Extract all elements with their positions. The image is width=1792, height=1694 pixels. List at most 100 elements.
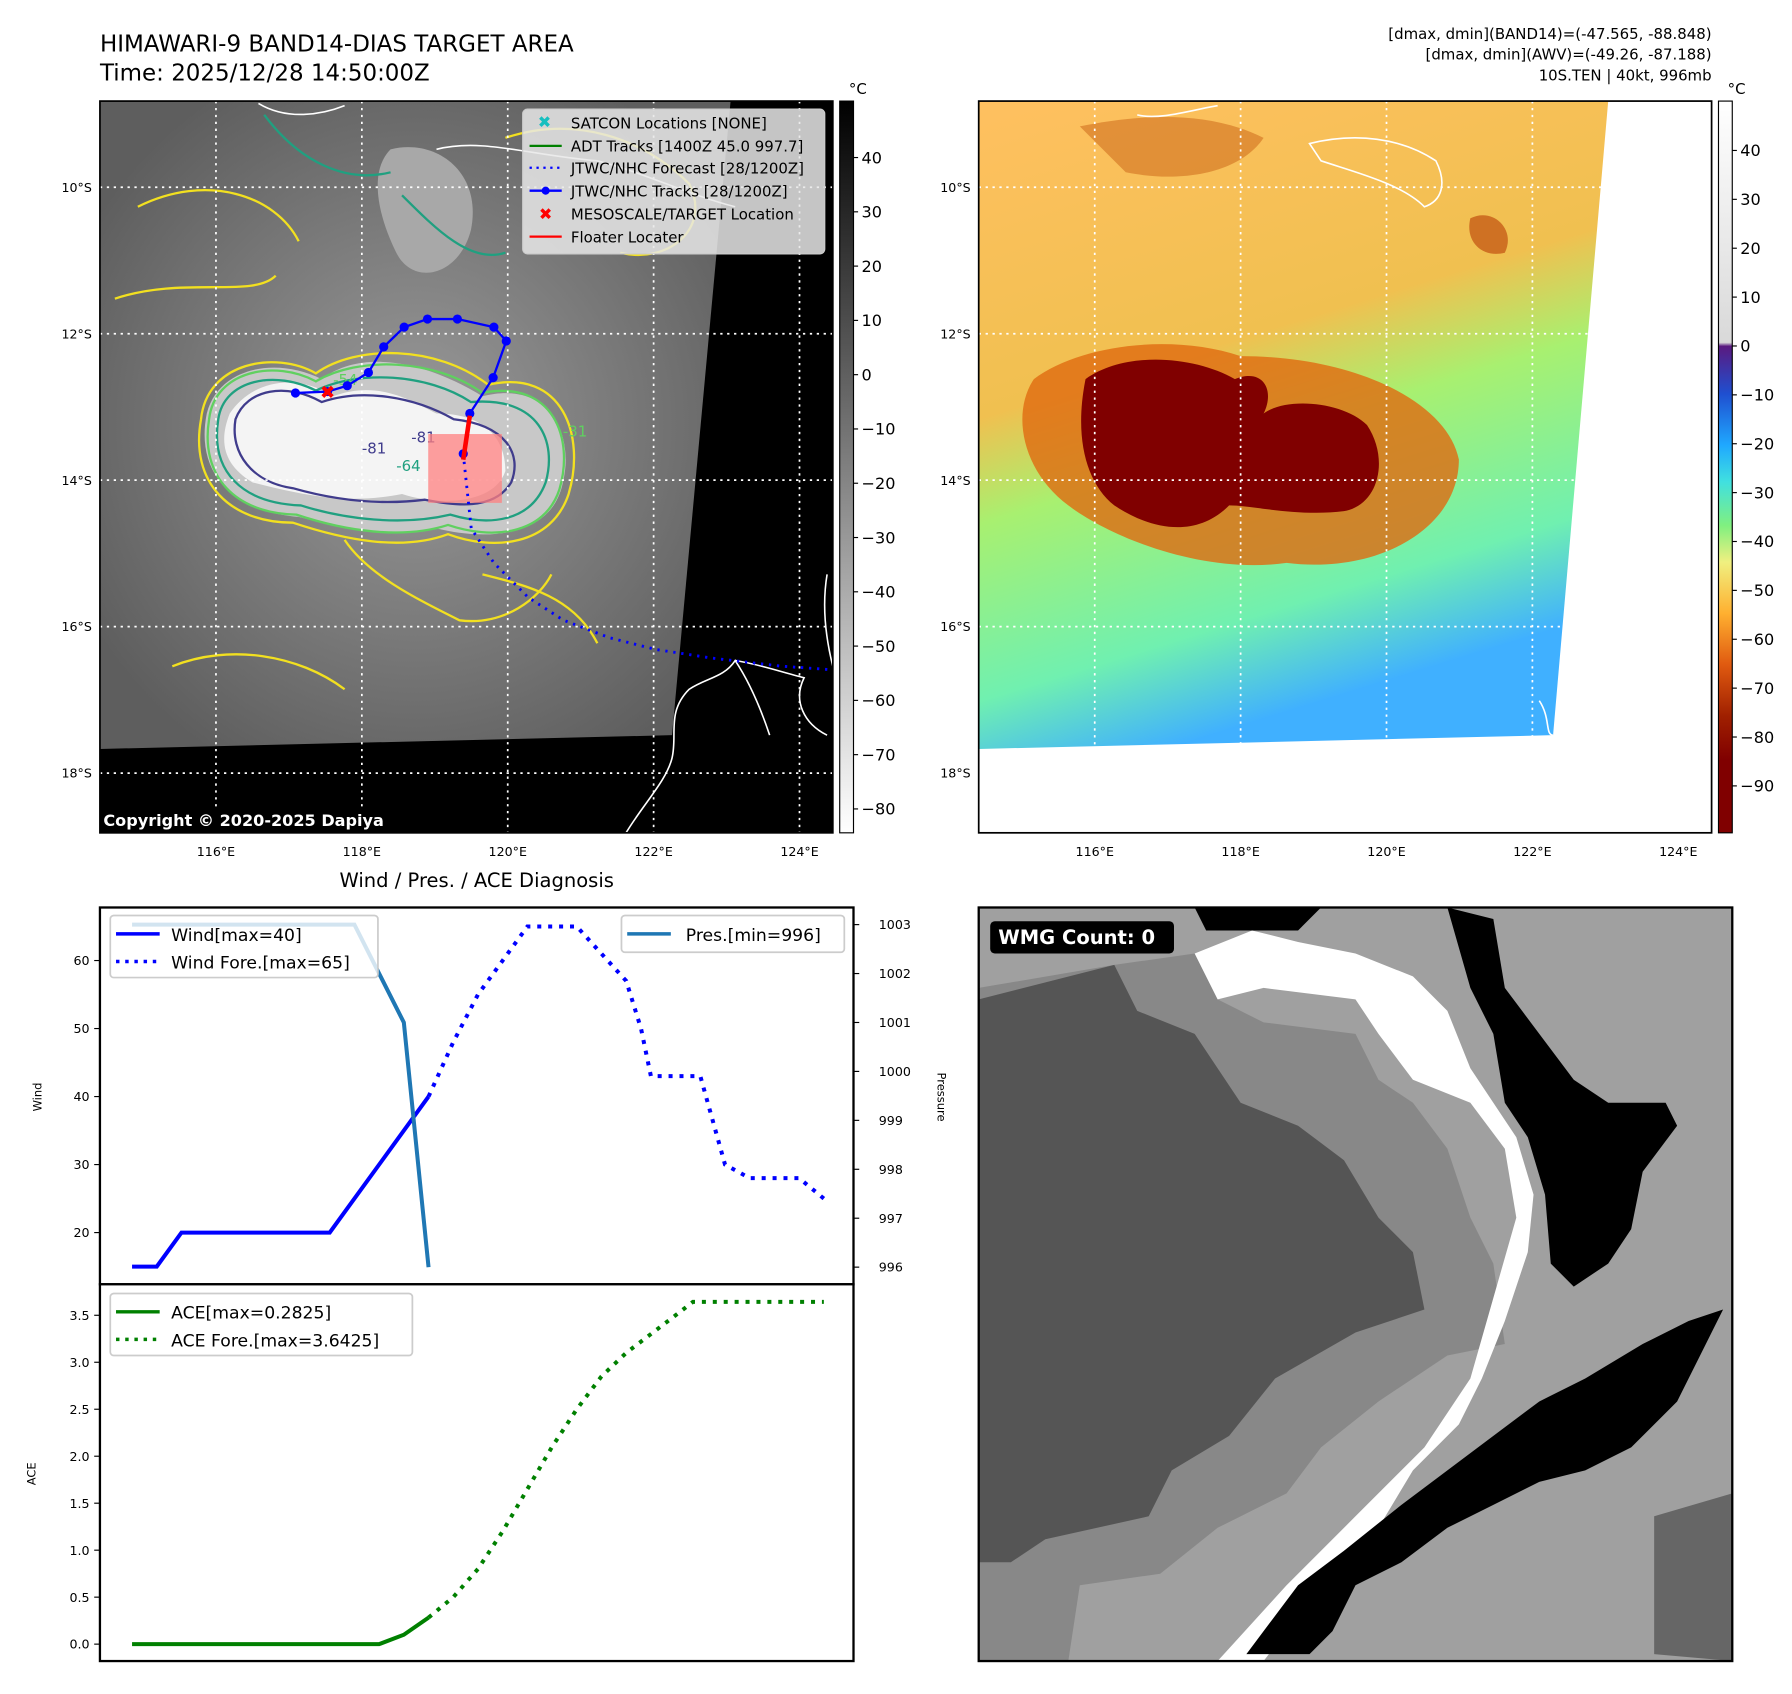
colorbar-tick-label: −40 — [1740, 532, 1774, 551]
colorbar-tick-label: −10 — [862, 420, 896, 439]
lon-label: 120°E — [1367, 844, 1405, 859]
lat-label: 14°S — [61, 473, 91, 488]
lat-label: 18°S — [61, 766, 91, 781]
wmg-count: WMG Count: 0 — [998, 926, 1155, 949]
y-tick-label: 20 — [74, 1225, 90, 1240]
y-right-tick-label: 1002 — [879, 966, 911, 981]
y-tick-label: 60 — [74, 953, 90, 968]
colorbar-tick-label: −90 — [1740, 777, 1774, 796]
colorbar-tick-label: 30 — [1740, 190, 1760, 209]
lon-label: 124°E — [780, 844, 818, 859]
y-right-tick-label: 998 — [879, 1162, 903, 1177]
colorbar-tick-label: 30 — [862, 203, 882, 222]
y-right-tick-label: 996 — [879, 1260, 903, 1275]
track-dot-icon — [541, 186, 550, 195]
ace-legend: ACE[max=0.2825] ACE Fore.[max=3.6425] — [109, 1292, 414, 1357]
wmg-black-top — [1194, 907, 1322, 931]
satcon-x-icon: ✖ — [538, 113, 551, 132]
colorbar-tick-label: −60 — [1740, 630, 1774, 649]
awv-stats: [dmax, dmin](AWV)=(-49.26, -87.188) — [1426, 46, 1712, 64]
lat-label: 12°S — [61, 326, 91, 341]
track-point — [363, 367, 374, 378]
lon-label: 116°E — [1076, 844, 1114, 859]
colorbar-tick-label: 20 — [862, 257, 882, 276]
floater-locater — [460, 415, 473, 460]
colorbar-tick-label: −50 — [862, 637, 896, 656]
lon-label: 116°E — [197, 844, 235, 859]
colorbar-tick-label: −20 — [862, 474, 896, 493]
target-x-icon: ✖ — [539, 204, 552, 223]
colorbar-tick-label: 20 — [1740, 239, 1760, 258]
wmg-black-band-lower — [1246, 1309, 1724, 1655]
colorbar-tick-label: −10 — [1740, 386, 1774, 405]
y-right-tick-label: 997 — [879, 1211, 903, 1226]
ace-chart-series — [132, 1299, 824, 1647]
contour-label: -64 — [396, 457, 420, 475]
colorbar-tick-label: −80 — [1740, 728, 1774, 747]
contour-label: -81 — [362, 440, 386, 458]
y-tick-label: 0.5 — [70, 1590, 90, 1605]
ir-map-frame — [99, 100, 834, 834]
colorbar-tick-label: −40 — [862, 583, 896, 602]
colorbar-tick-label: −70 — [1740, 679, 1774, 698]
legend-label: Wind[max=40] — [171, 926, 302, 946]
y-right-tick-label: 999 — [879, 1113, 903, 1128]
y-tick-label: 2.0 — [70, 1449, 90, 1464]
y-right-tick-label: 1001 — [879, 1015, 911, 1030]
target-x-icon: ✖ — [320, 382, 335, 403]
colorbar-tick-label: 0 — [862, 365, 872, 384]
wmg-dark-region — [978, 964, 1425, 1563]
colorbar-tick-label: −20 — [1740, 434, 1774, 453]
contour-label: -31 — [563, 423, 587, 441]
track-point — [488, 373, 498, 383]
colorbar-tick-label: 40 — [862, 148, 882, 167]
colorbar-tick-label: −30 — [862, 528, 896, 547]
colorbar-tick-label: −60 — [862, 691, 896, 710]
lat-label: 10°S — [940, 180, 970, 195]
lon-label: 122°E — [1513, 844, 1551, 859]
lon-label: 118°E — [343, 844, 381, 859]
color-colorbar-ticks: 40 30 20 10 0 −10 −20 −30 −40 −50 −60 −70 −80 −90 — [1732, 141, 1774, 796]
storm-info: 10S.TEN | 40kt, 996mb — [1539, 66, 1712, 84]
legend-label: JTWC/NHC Tracks [28/1200Z] — [570, 182, 788, 200]
lon-label: 120°E — [489, 844, 527, 859]
copyright: Copyright © 2020-2025 Dapiya — [103, 811, 384, 830]
colorbar-tick-label: −30 — [1740, 483, 1774, 502]
lat-label: 10°S — [61, 180, 91, 195]
lon-label: 122°E — [634, 844, 672, 859]
pressure-axis-label: Pressure — [934, 1073, 948, 1122]
lon-label: 118°E — [1221, 844, 1259, 859]
track-point — [422, 314, 433, 324]
legend-label: Floater Locater — [571, 228, 684, 246]
gray-colorbar-ticks: 40 30 20 10 0 −10 −20 −30 −40 −50 −60 −70 −80 — [853, 148, 896, 819]
jtwc-forecast-track — [461, 453, 833, 672]
jtwc-track-points — [290, 314, 511, 459]
y-tick-label: 3.5 — [70, 1308, 90, 1323]
wmg-panel: WMG Count: 0 — [977, 906, 1734, 1663]
track-point — [379, 342, 389, 352]
ace-chart-ticks: 0.0 0.5 1.0 1.5 2.0 2.5 3.0 3.5 — [70, 1308, 100, 1652]
y-tick-label: 30 — [74, 1157, 90, 1172]
wind-legend: Wind[max=40] Wind Fore.[max=65] Pres.[mi… — [109, 914, 846, 979]
color-ir-map-panel — [978, 101, 1712, 833]
colorbar-tick-label: 40 — [1740, 141, 1760, 160]
legend-label: MESOSCALE/TARGET Location — [571, 205, 794, 223]
track-point — [501, 336, 511, 346]
lat-label: 12°S — [940, 326, 970, 341]
gray-colorbar — [839, 100, 855, 834]
target-location-marker: ✖ — [320, 382, 335, 403]
legend-label: Wind Fore.[max=65] — [171, 953, 350, 973]
wmg-dark-patch — [1654, 1493, 1733, 1662]
gray-colorbar-unit: °C — [849, 80, 867, 98]
lat-label: 14°S — [940, 473, 970, 488]
wmg-black-band — [1447, 907, 1678, 1287]
legend-label: Pres.[min=996] — [686, 926, 821, 946]
wind-axis-label: Wind — [30, 1083, 44, 1112]
figure-time: Time: 2025/12/28 14:50:00Z — [99, 60, 430, 86]
series-line-wind-fore- — [426, 924, 826, 1201]
band14-stats: [dmax, dmin](BAND14)=(-47.565, -88.848) — [1388, 25, 1711, 43]
color-colorbar-unit: °C — [1728, 80, 1746, 98]
y-right-tick-label: 1003 — [879, 917, 911, 932]
